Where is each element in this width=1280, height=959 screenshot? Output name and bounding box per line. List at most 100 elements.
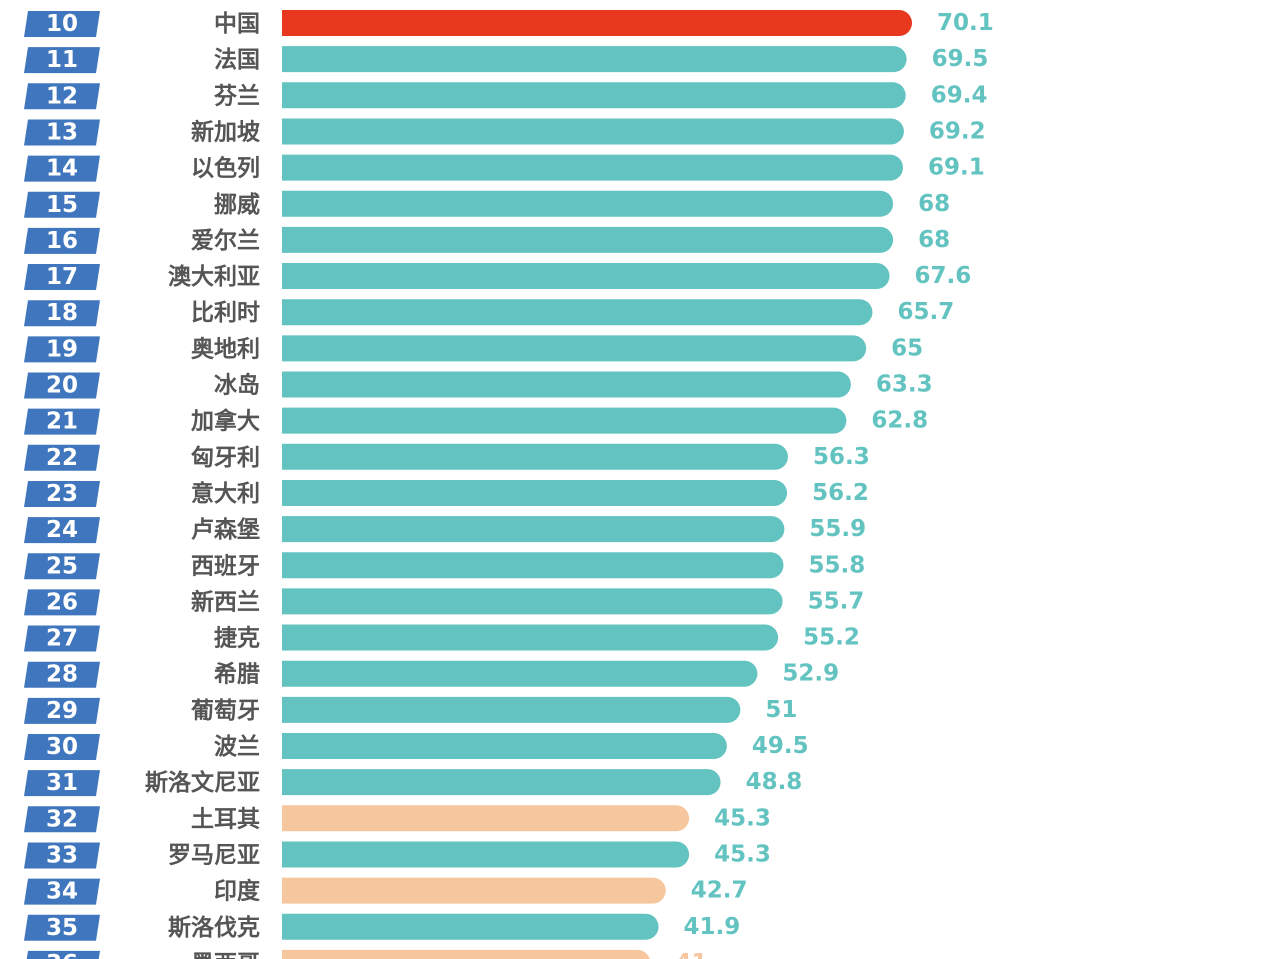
rank-label: 18 bbox=[46, 300, 78, 326]
value-label: 49.5 bbox=[752, 733, 809, 759]
rank-label: 28 bbox=[46, 662, 78, 688]
chart-row: 15 挪威 68 bbox=[24, 190, 950, 218]
category-label: 斯洛文尼亚 bbox=[145, 769, 260, 796]
rank-label: 19 bbox=[46, 336, 78, 362]
category-label: 卢森堡 bbox=[191, 516, 260, 543]
rank-label: 33 bbox=[46, 842, 78, 868]
bar bbox=[282, 552, 784, 579]
value-label: 55.9 bbox=[809, 516, 866, 542]
category-label: 印度 bbox=[214, 878, 261, 905]
value-label: 63.3 bbox=[876, 372, 933, 398]
rank-badge bbox=[24, 83, 100, 110]
rank-label: 22 bbox=[46, 445, 78, 471]
rank-badge bbox=[24, 47, 100, 74]
rank-label: 16 bbox=[46, 228, 78, 254]
value-label: 65 bbox=[891, 335, 923, 361]
rank-label: 13 bbox=[46, 119, 78, 145]
category-label: 希腊 bbox=[214, 661, 260, 688]
category-label: 意大利 bbox=[191, 480, 260, 507]
value-label: 69.5 bbox=[932, 46, 989, 72]
chart-row: 27 捷克 55.2 bbox=[24, 624, 860, 652]
rank-badge bbox=[24, 264, 100, 291]
category-label: 芬兰 bbox=[214, 82, 260, 109]
category-label: 波兰 bbox=[214, 733, 260, 760]
rank-badge bbox=[24, 734, 100, 760]
value-label: 55.7 bbox=[808, 588, 865, 614]
bar bbox=[282, 299, 873, 326]
rank-badge bbox=[24, 155, 100, 182]
bar bbox=[282, 588, 783, 615]
bar bbox=[282, 769, 721, 796]
rank-label: 11 bbox=[46, 47, 78, 73]
rank-badge bbox=[24, 336, 100, 363]
bar bbox=[282, 696, 741, 723]
bar bbox=[282, 371, 851, 398]
bar bbox=[282, 118, 904, 145]
rank-label: 32 bbox=[46, 806, 78, 832]
value-label: 51 bbox=[765, 697, 797, 723]
bar bbox=[282, 190, 894, 217]
bar bbox=[282, 226, 894, 253]
chart-row: 21 加拿大 62.8 bbox=[24, 407, 928, 435]
rank-badge bbox=[24, 119, 100, 146]
rank-badge bbox=[24, 408, 100, 435]
bar bbox=[282, 479, 788, 506]
category-label: 捷克 bbox=[214, 625, 260, 652]
category-label: 加拿大 bbox=[190, 408, 260, 435]
bar bbox=[282, 805, 690, 832]
value-label: 55.8 bbox=[808, 552, 865, 578]
chart-row: 24 卢森堡 55.9 bbox=[24, 516, 866, 544]
value-label: 56.2 bbox=[812, 480, 869, 506]
rank-label: 30 bbox=[46, 734, 78, 760]
chart-row: 33 罗马尼亚 45.3 bbox=[24, 841, 771, 869]
category-label: 爱尔兰 bbox=[191, 227, 260, 254]
rank-badge bbox=[24, 625, 100, 652]
rank-badge bbox=[26, 950, 100, 959]
value-label: 52.9 bbox=[782, 661, 839, 687]
value-label: 41 bbox=[675, 950, 707, 959]
chart-row: 12 芬兰 69.4 bbox=[24, 82, 988, 110]
value-label: 45.3 bbox=[714, 841, 771, 867]
bar bbox=[282, 154, 904, 181]
category-label: 墨西哥 bbox=[191, 951, 260, 959]
rank-badge bbox=[24, 300, 100, 327]
rank-label: 23 bbox=[46, 481, 78, 507]
category-label: 法国 bbox=[214, 47, 260, 73]
value-label: 62.8 bbox=[871, 408, 928, 434]
chart-row: 23 意大利 56.2 bbox=[24, 479, 869, 507]
value-label: 69.4 bbox=[931, 82, 988, 108]
bar bbox=[282, 82, 906, 109]
value-label: 56.3 bbox=[813, 444, 870, 470]
bar bbox=[282, 949, 650, 959]
value-label: 45.3 bbox=[714, 805, 771, 831]
value-label: 70.1 bbox=[937, 10, 994, 36]
value-label: 68 bbox=[918, 227, 950, 253]
chart-row: 31 斯洛文尼亚 48.8 bbox=[24, 769, 803, 797]
rank-label: 14 bbox=[46, 156, 78, 182]
category-label: 匈牙利 bbox=[191, 444, 260, 471]
rank-badge bbox=[24, 697, 100, 724]
chart-row: 17 澳大利亚 67.6 bbox=[24, 263, 971, 291]
category-label: 斯洛伐克 bbox=[168, 914, 260, 941]
bar bbox=[282, 624, 779, 651]
chart-row: 30 波兰 49.5 bbox=[24, 733, 809, 760]
value-label: 48.8 bbox=[746, 769, 803, 795]
chart-row: 32 土耳其 45.3 bbox=[24, 805, 771, 833]
rank-label: 34 bbox=[46, 879, 78, 905]
bar bbox=[282, 516, 785, 543]
chart-row: 10 中国 70.1 bbox=[24, 10, 994, 37]
rank-label: 24 bbox=[46, 517, 78, 543]
rank-label: 15 bbox=[46, 192, 78, 218]
value-label: 41.9 bbox=[684, 914, 741, 940]
value-label: 55.2 bbox=[803, 625, 860, 651]
rank-badge bbox=[24, 480, 100, 507]
bar bbox=[282, 913, 659, 940]
rank-badge bbox=[24, 770, 100, 797]
category-label: 冰岛 bbox=[214, 372, 260, 399]
bar bbox=[282, 46, 907, 73]
chart-row: 16 爱尔兰 68 bbox=[24, 226, 950, 254]
rank-label: 35 bbox=[46, 915, 78, 941]
category-label: 以色列 bbox=[191, 155, 260, 182]
rank-badge bbox=[24, 878, 100, 905]
